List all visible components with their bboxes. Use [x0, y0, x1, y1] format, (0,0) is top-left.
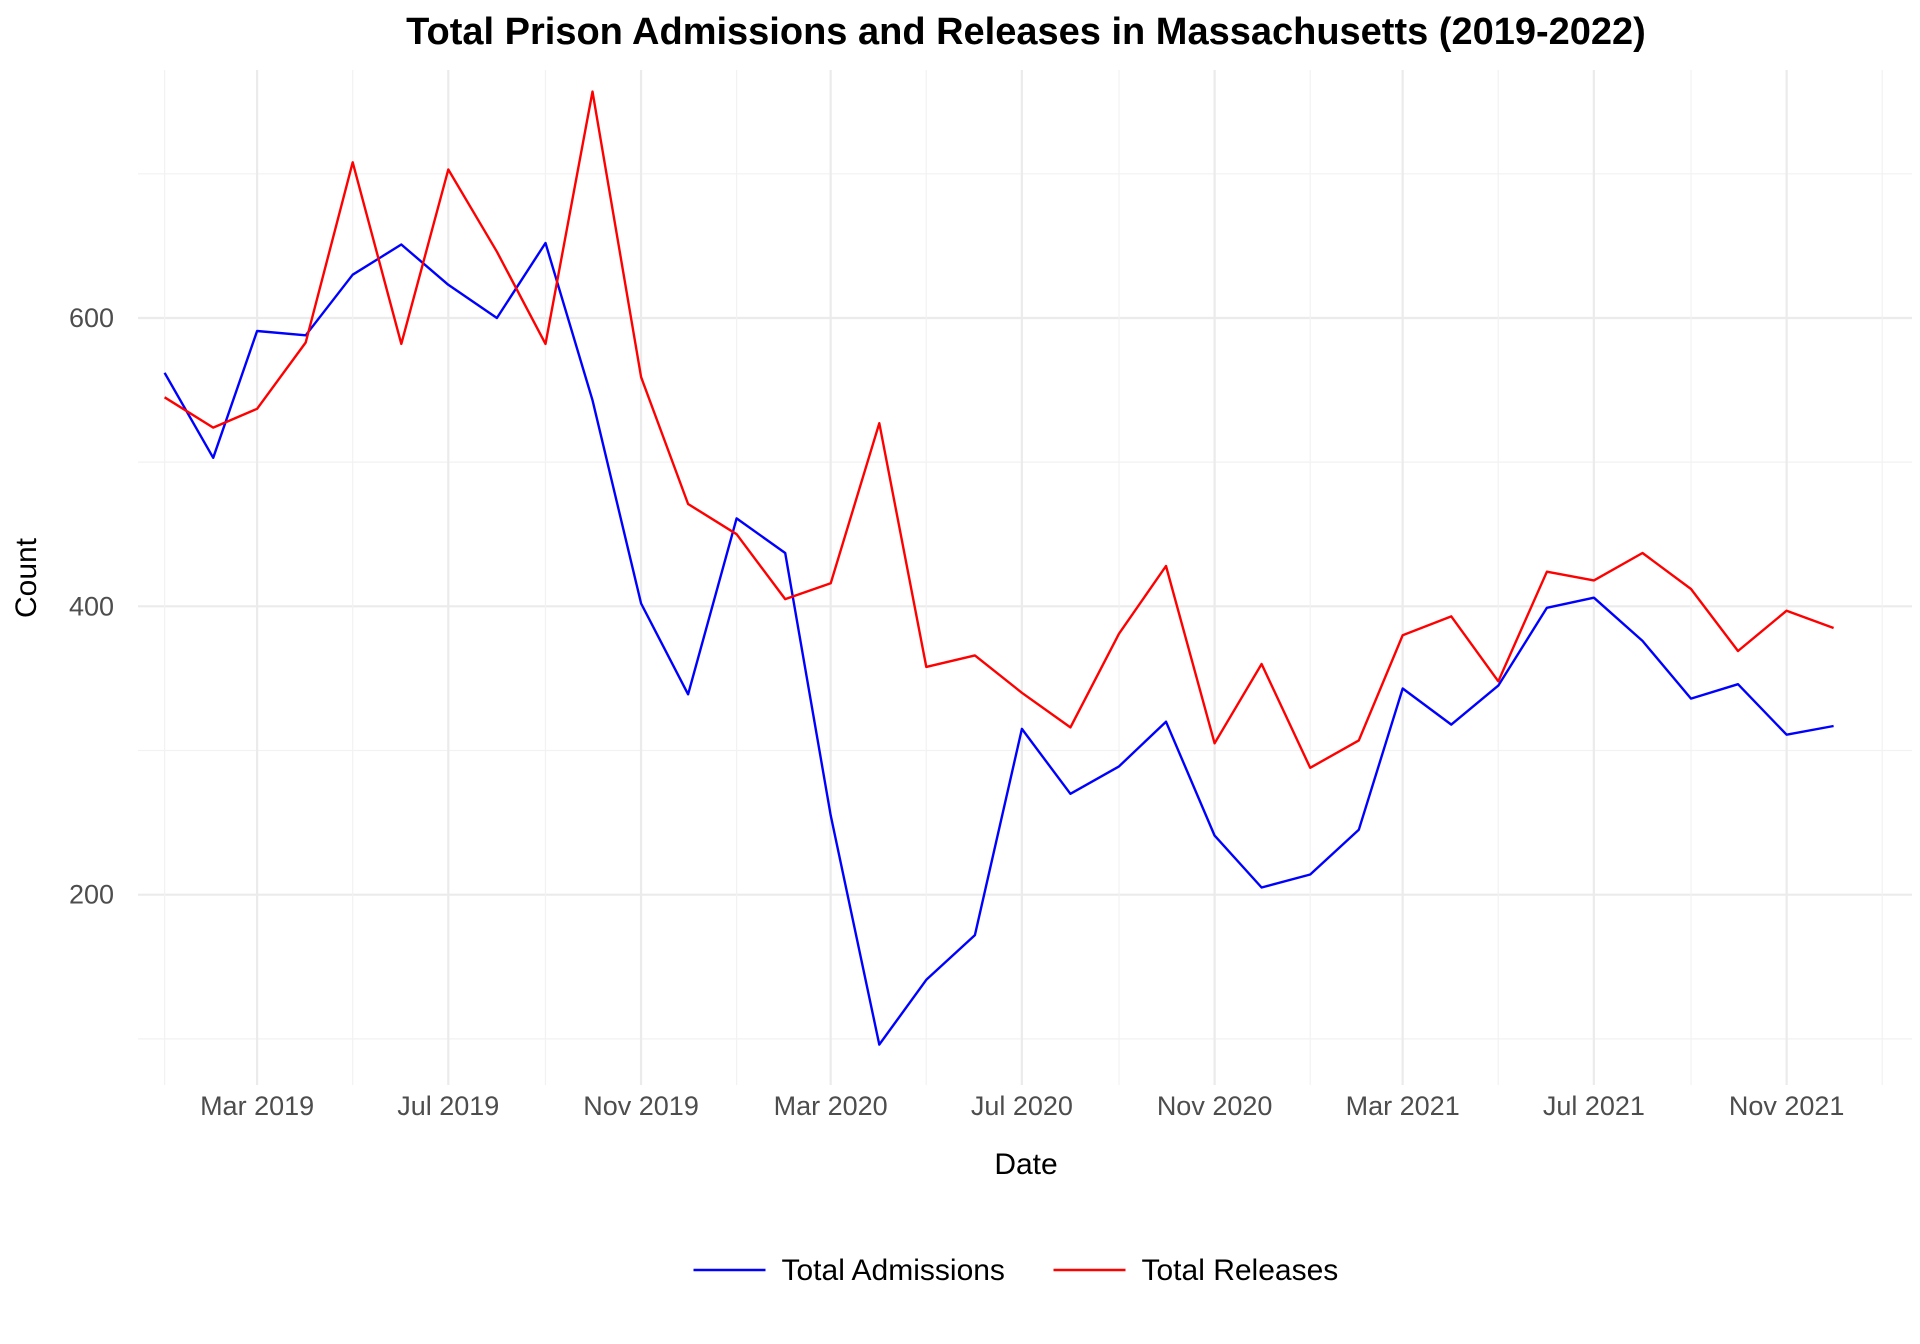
y-axis-title: Count	[10, 537, 43, 618]
series-lines	[163, 90, 1835, 1046]
x-tick-label: Mar 2020	[774, 1091, 888, 1121]
y-tick-label: 400	[69, 591, 114, 621]
x-tick-label: Nov 2020	[1157, 1091, 1273, 1121]
legend-label-releases: Total Releases	[1142, 1254, 1339, 1287]
x-tick-label: Jul 2019	[397, 1091, 499, 1121]
y-tick-label: 200	[69, 880, 114, 910]
series-line-releases	[163, 90, 1835, 769]
chart-title: Total Prison Admissions and Releases in …	[406, 11, 1646, 53]
y-tick-label: 600	[69, 303, 114, 333]
series-line-admissions	[163, 241, 1834, 1046]
x-tick-label: Nov 2019	[583, 1091, 699, 1121]
x-axis-ticks: Mar 2019 Jul 2019 Nov 2019 Mar 2020 Jul 2020…	[200, 1091, 1844, 1121]
x-axis-title: Date	[994, 1148, 1057, 1181]
x-tick-label: Jul 2020	[971, 1091, 1073, 1121]
x-tick-label: Mar 2021	[1346, 1091, 1460, 1121]
y-axis-ticks: 200 400 600	[69, 303, 114, 910]
legend-label-admissions: Total Admissions	[782, 1254, 1005, 1287]
x-tick-label: Nov 2021	[1729, 1091, 1845, 1121]
x-tick-label: Jul 2021	[1543, 1091, 1645, 1121]
grid	[138, 70, 1912, 1085]
x-tick-label: Mar 2019	[200, 1091, 314, 1121]
legend: Total Admissions Total Releases	[693, 1254, 1339, 1287]
